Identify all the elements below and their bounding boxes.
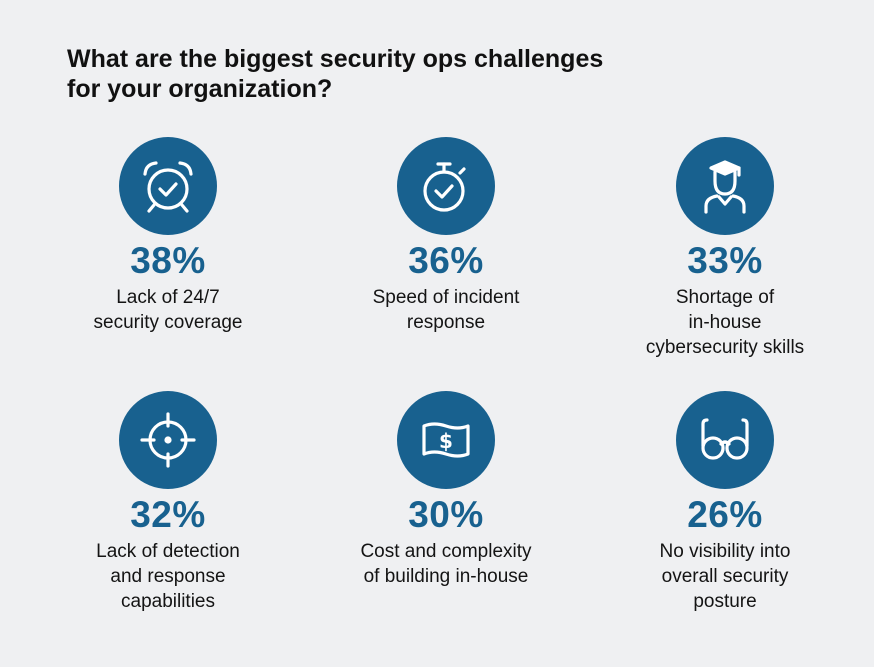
chart-title-line-2: for your organization?: [67, 75, 333, 103]
stat-label-line: posture: [693, 591, 757, 612]
stat-label: Shortage of in-house cybersecurity skill…: [605, 285, 845, 360]
stat-label: Cost and complexity of building in-house: [326, 539, 566, 589]
stat-label-line: overall security: [661, 566, 789, 587]
stat-label-line: and response: [110, 566, 226, 587]
stat-card-incident-response: 36% Speed of incident response: [326, 137, 566, 335]
stat-label: Speed of incident response: [326, 285, 566, 335]
stat-label: No visibility into overall security post…: [605, 539, 845, 614]
stat-label-line: Speed of incident: [372, 287, 520, 308]
stat-value: 33%: [687, 240, 763, 281]
stat-label-line: Lack of detection: [96, 541, 240, 562]
stat-card-visibility: 26% No visibility into overall security …: [605, 391, 845, 614]
stat-label-line: in-house: [688, 312, 762, 333]
stat-label-line: Lack of 24/7: [116, 287, 220, 308]
stat-label: Lack of 24/7 security coverage: [48, 285, 288, 335]
chart-title-line-1: What are the biggest security ops challe…: [67, 45, 604, 73]
graduate-icon: [704, 160, 746, 214]
stat-label: Lack of detection and response capabilit…: [48, 539, 288, 614]
stat-label-line: response: [406, 312, 486, 333]
stat-card-24-7-coverage: 38% Lack of 24/7 security coverage: [48, 137, 288, 335]
icon-circle: [119, 137, 217, 235]
stat-label-line: No visibility into: [659, 541, 791, 562]
icon-circle: [119, 391, 217, 489]
crosshair-icon: [140, 412, 196, 468]
icon-circle: [676, 391, 774, 489]
stat-label-line: of building in-house: [363, 566, 529, 587]
stat-label-line: cybersecurity skills: [645, 337, 805, 358]
stat-label-line: capabilities: [121, 591, 215, 612]
alarm-clock-icon: [143, 161, 193, 213]
icon-circle: [676, 137, 774, 235]
stat-value: 30%: [408, 494, 484, 535]
stat-card-detection-response: 32% Lack of detection and response capab…: [48, 391, 288, 614]
chart-title: What are the biggest security ops challe…: [67, 44, 767, 104]
stat-label-line: Cost and complexity: [360, 541, 532, 562]
stat-label-line: security coverage: [93, 312, 243, 333]
icon-circle: [397, 137, 495, 235]
stat-value: 32%: [130, 494, 206, 535]
stopwatch-icon: [423, 162, 466, 212]
stat-card-skills-shortage: 33% Shortage of in-house cybersecurity s…: [605, 137, 845, 360]
stat-label-line: Shortage of: [675, 287, 775, 308]
stat-value: 38%: [130, 240, 206, 281]
stat-value: 36%: [408, 240, 484, 281]
glasses-icon: [701, 418, 749, 460]
stat-value: 26%: [687, 494, 763, 535]
stat-card-cost-complexity: $ 30% Cost and complexity of building in…: [326, 391, 566, 589]
svg-text:$: $: [439, 429, 453, 453]
dollar-bill-icon: $: [422, 422, 470, 458]
icon-circle: $: [397, 391, 495, 489]
